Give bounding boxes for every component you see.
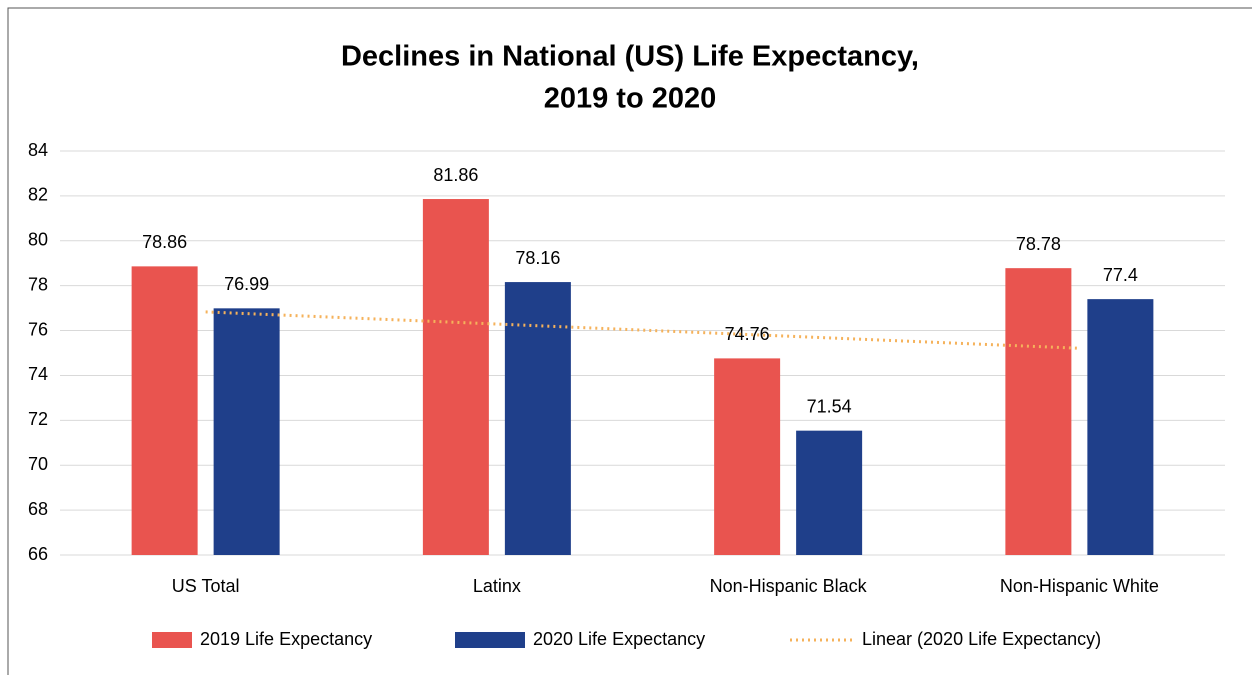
data-label: 81.86 <box>433 165 478 185</box>
bar <box>1087 299 1154 555</box>
y-tick-label: 82 <box>28 185 48 205</box>
bar <box>796 430 863 555</box>
y-tick-label: 80 <box>28 230 48 250</box>
legend-label: Linear (2020 Life Expectancy) <box>862 629 1101 649</box>
bar <box>213 308 280 555</box>
data-label: 71.54 <box>807 396 852 416</box>
bar <box>504 282 571 555</box>
chart-frame <box>7 7 1252 680</box>
x-tick-label: Non-Hispanic White <box>1000 576 1159 596</box>
bar <box>131 266 198 555</box>
legend-label: 2020 Life Expectancy <box>533 629 705 649</box>
bar <box>714 358 781 555</box>
y-tick-label: 68 <box>28 499 48 519</box>
x-tick-label: US Total <box>172 576 240 596</box>
data-label: 78.16 <box>515 248 560 268</box>
x-tick-label: Latinx <box>473 576 521 596</box>
chart-title: 2019 to 2020 <box>544 83 717 115</box>
data-label: 78.86 <box>142 232 187 252</box>
data-label: 78.78 <box>1016 234 1061 254</box>
x-tick-label: Non-Hispanic Black <box>710 576 868 596</box>
y-tick-label: 72 <box>28 409 48 429</box>
data-label: 77.4 <box>1103 265 1138 285</box>
y-tick-label: 66 <box>28 544 48 564</box>
chart-title: Declines in National (US) Life Expectanc… <box>341 41 919 73</box>
bar <box>422 199 489 555</box>
data-label: 76.99 <box>224 274 269 294</box>
y-tick-label: 84 <box>28 140 48 160</box>
legend-swatch <box>152 632 192 648</box>
y-tick-label: 78 <box>28 274 48 294</box>
trendline <box>205 310 1080 350</box>
y-tick-label: 70 <box>28 454 48 474</box>
y-tick-label: 74 <box>28 364 48 384</box>
legend-label: 2019 Life Expectancy <box>200 629 372 649</box>
bar <box>1005 268 1072 555</box>
y-tick-label: 76 <box>28 319 48 339</box>
legend-swatch <box>455 632 525 648</box>
